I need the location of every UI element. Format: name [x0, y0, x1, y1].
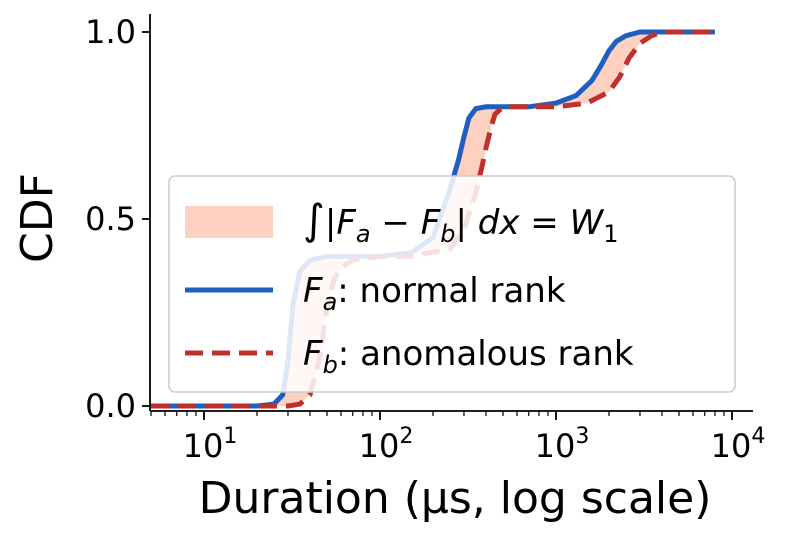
- x-tick-label: 101: [183, 424, 238, 465]
- x-tick-label: 102: [359, 424, 414, 465]
- legend-fill-right: | dx = W: [456, 203, 605, 243]
- y-tick-label: 0.5: [85, 200, 136, 238]
- legend-swatch-fill: [185, 206, 273, 238]
- y-ticks: 0.0 0.5 1.0: [85, 13, 150, 425]
- legend-label-anomalous-rank: Fb: anomalous rank: [303, 334, 634, 379]
- legend-fill-sub-b: b: [440, 220, 455, 248]
- legend-colon-b: :: [338, 334, 360, 374]
- y-tick-label: 1.0: [85, 13, 136, 51]
- x-tick-label: 103: [535, 424, 590, 465]
- legend-fill-sub-one: 1: [603, 220, 618, 248]
- legend-label-normal-rank: Fa: normal rank: [303, 271, 566, 316]
- legend-fill-minus: − F: [371, 203, 441, 243]
- axes: 101 102 103 104 0.0 0.5 1.0: [85, 13, 765, 465]
- x-tick-label: 104: [711, 424, 766, 465]
- legend-colon-a: :: [337, 271, 359, 311]
- legend-label-fill: ∫|Fa − Fb| dx = W1: [303, 195, 619, 248]
- legend-fill-left: |F: [325, 203, 356, 243]
- legend-subscript-a: a: [323, 288, 338, 316]
- legend-fill-sub-a: a: [356, 220, 371, 248]
- legend-symbol-a: F: [303, 271, 323, 311]
- y-axis-label: CDF: [12, 173, 63, 263]
- legend-box: [168, 175, 736, 393]
- x-ticks: 101 102 103 104: [150, 411, 766, 465]
- legend: ∫|Fa − Fb| dx = W1 Fa: normal rank Fb: a…: [168, 175, 736, 393]
- legend-subscript-b: b: [323, 351, 338, 379]
- legend-integral-sign: ∫: [303, 195, 325, 244]
- legend-symbol-b: F: [303, 334, 323, 374]
- series-line-anomalous-rank: [151, 29, 715, 409]
- legend-name-a: normal rank: [360, 271, 566, 311]
- y-tick-label: 0.0: [85, 387, 136, 425]
- legend-name-b: anomalous rank: [360, 334, 634, 374]
- x-axis-label: Duration (μs, log scale): [199, 473, 712, 524]
